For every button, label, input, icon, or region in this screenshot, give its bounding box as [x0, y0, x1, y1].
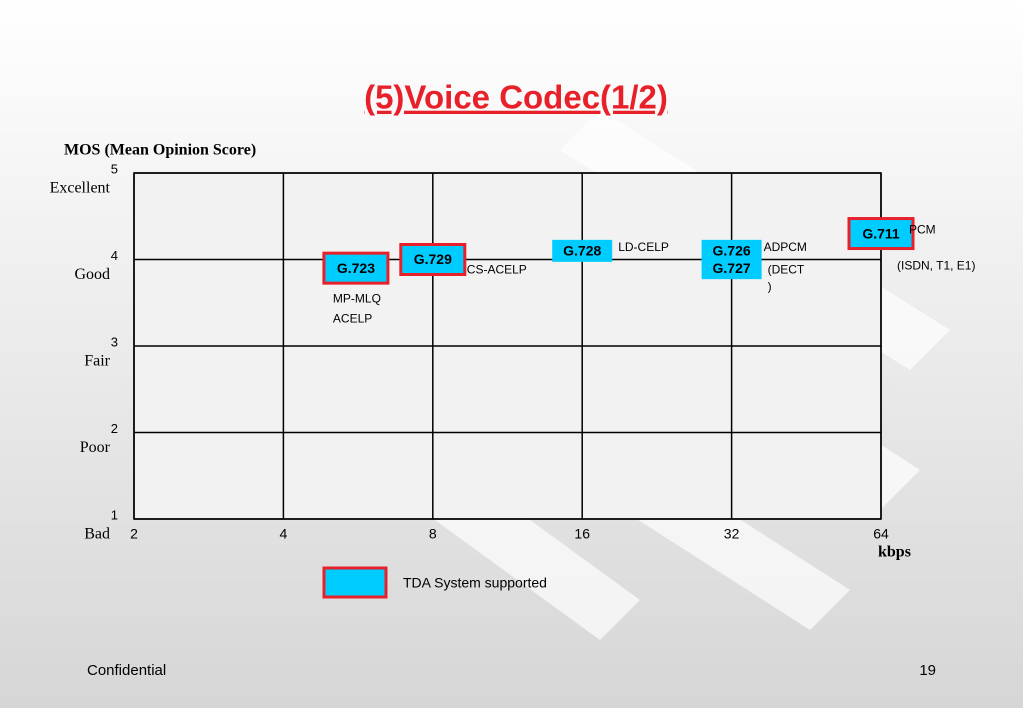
x-tick-label: 8: [429, 526, 437, 542]
x-tick-label: 16: [574, 526, 590, 542]
y-tick-label: 1: [111, 507, 118, 522]
x-tick-label: 2: [130, 526, 138, 542]
codec-note: (ISDN, T1, E1): [897, 259, 975, 273]
y-tick-name: Excellent: [50, 180, 111, 197]
y-tick-name: Good: [74, 266, 110, 283]
codec-box: [322, 251, 390, 285]
codec-box: [552, 239, 613, 262]
codec-note: (DECT: [768, 262, 805, 276]
y-tick-label: 5: [111, 161, 118, 176]
legend-label: TDA System supported: [403, 575, 547, 591]
footer-text: Confidential: [87, 662, 166, 679]
x-tick-label: 64: [873, 526, 889, 542]
codec-box: [701, 257, 762, 280]
x-tick-label: 32: [724, 526, 740, 542]
y-tick-label: 2: [111, 421, 118, 436]
legend-swatch: [322, 566, 388, 599]
codec-note: PCM: [909, 223, 936, 237]
codec-label: G.729: [414, 251, 452, 267]
codec-label: G.723: [337, 260, 375, 276]
codec-box: [701, 239, 762, 262]
x-tick-label: 4: [280, 526, 288, 542]
codec-label: G.726: [713, 243, 751, 259]
codec-note: ADPCM: [764, 240, 807, 254]
codec-label: G.728: [563, 243, 601, 259]
title: (5)Voice Codec(1/2): [364, 79, 668, 116]
y-tick-label: 4: [111, 248, 118, 263]
y-axis-title: MOS (Mean Opinion Score): [64, 142, 256, 159]
codec-note: MP-MLQ: [333, 291, 381, 305]
x-axis-title: kbps: [878, 544, 911, 561]
y-tick-name: Poor: [80, 439, 111, 456]
codec-label: G.727: [713, 260, 751, 276]
codec-note: ACELP: [333, 311, 372, 325]
codec-note: LD-CELP: [618, 240, 669, 254]
codec-box: [847, 217, 915, 251]
codec-note: CS-ACELP: [467, 263, 527, 277]
y-tick-label: 3: [111, 334, 118, 349]
codec-box: [399, 243, 467, 276]
y-tick-name: Bad: [84, 526, 110, 543]
page-number: 19: [919, 662, 936, 679]
codec-label: G.711: [862, 225, 900, 241]
codec-note: ): [768, 279, 772, 293]
y-tick-name: Fair: [84, 353, 110, 370]
